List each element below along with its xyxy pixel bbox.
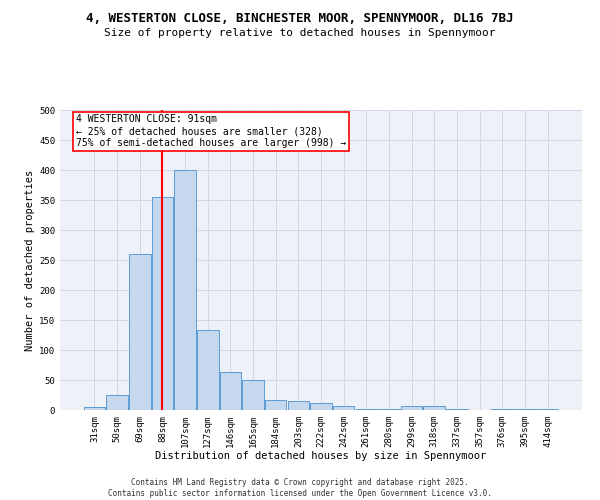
Bar <box>242 380 264 410</box>
Bar <box>537 409 558 410</box>
Bar <box>401 406 422 410</box>
Bar <box>287 401 309 410</box>
Bar <box>175 170 196 410</box>
Bar <box>197 330 218 410</box>
Bar <box>310 403 332 410</box>
Text: Contains HM Land Registry data © Crown copyright and database right 2025.
Contai: Contains HM Land Registry data © Crown c… <box>108 478 492 498</box>
Bar <box>424 406 445 410</box>
Bar <box>106 395 128 410</box>
Text: 4 WESTERTON CLOSE: 91sqm
← 25% of detached houses are smaller (328)
75% of semi-: 4 WESTERTON CLOSE: 91sqm ← 25% of detach… <box>76 114 346 148</box>
Text: Size of property relative to detached houses in Spennymoor: Size of property relative to detached ho… <box>104 28 496 38</box>
Bar <box>129 254 151 410</box>
X-axis label: Distribution of detached houses by size in Spennymoor: Distribution of detached houses by size … <box>155 452 487 462</box>
Bar <box>265 400 286 410</box>
Bar <box>152 197 173 410</box>
Bar <box>333 406 355 410</box>
Text: 4, WESTERTON CLOSE, BINCHESTER MOOR, SPENNYMOOR, DL16 7BJ: 4, WESTERTON CLOSE, BINCHESTER MOOR, SPE… <box>86 12 514 26</box>
Bar <box>84 407 105 410</box>
Y-axis label: Number of detached properties: Number of detached properties <box>25 170 35 350</box>
Bar <box>220 372 241 410</box>
